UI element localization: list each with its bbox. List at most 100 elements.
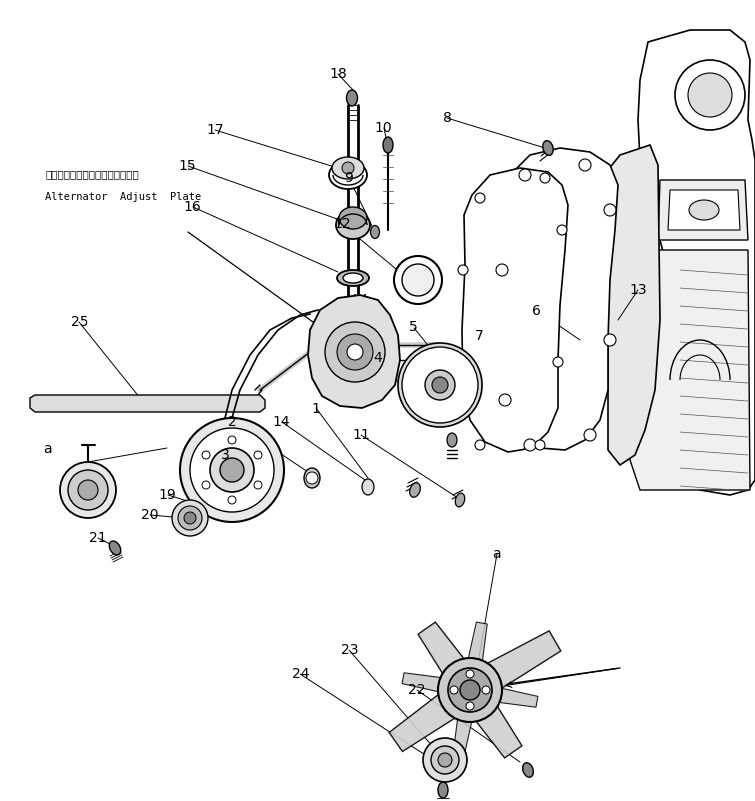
- Ellipse shape: [337, 270, 369, 286]
- Polygon shape: [473, 703, 522, 758]
- Circle shape: [202, 481, 210, 489]
- Text: 18: 18: [329, 67, 347, 82]
- Text: 15: 15: [178, 159, 196, 173]
- Ellipse shape: [438, 782, 448, 798]
- Ellipse shape: [343, 273, 363, 283]
- Circle shape: [254, 451, 262, 459]
- Ellipse shape: [304, 468, 320, 488]
- Ellipse shape: [347, 90, 358, 106]
- Polygon shape: [630, 250, 750, 490]
- Circle shape: [180, 418, 284, 522]
- Circle shape: [482, 686, 490, 694]
- Ellipse shape: [109, 541, 121, 555]
- Ellipse shape: [336, 211, 370, 239]
- Circle shape: [496, 264, 508, 276]
- Ellipse shape: [447, 433, 457, 447]
- Polygon shape: [658, 180, 748, 240]
- Circle shape: [190, 428, 274, 512]
- Text: 1: 1: [311, 401, 320, 416]
- Polygon shape: [389, 692, 458, 751]
- Text: 12: 12: [333, 217, 351, 231]
- Circle shape: [524, 439, 536, 451]
- Circle shape: [172, 500, 208, 536]
- Circle shape: [448, 668, 492, 712]
- Text: オルタネータアジャストプレート: オルタネータアジャストプレート: [45, 170, 139, 179]
- Circle shape: [78, 480, 98, 500]
- Circle shape: [184, 512, 196, 524]
- Text: 13: 13: [629, 283, 647, 297]
- Circle shape: [438, 753, 452, 767]
- Polygon shape: [402, 673, 451, 694]
- Polygon shape: [453, 708, 474, 758]
- Circle shape: [337, 334, 373, 370]
- Circle shape: [178, 506, 202, 530]
- Polygon shape: [608, 145, 660, 465]
- Ellipse shape: [689, 200, 719, 220]
- Text: 14: 14: [273, 415, 291, 429]
- Circle shape: [579, 159, 591, 171]
- Text: 2: 2: [228, 415, 237, 429]
- Circle shape: [210, 448, 254, 492]
- Circle shape: [60, 462, 116, 518]
- Text: a: a: [43, 441, 52, 456]
- Text: 8: 8: [442, 111, 451, 125]
- Ellipse shape: [362, 479, 374, 495]
- Text: 16: 16: [183, 199, 202, 214]
- Text: 7: 7: [475, 329, 484, 344]
- Circle shape: [342, 162, 354, 174]
- Circle shape: [540, 173, 550, 183]
- Polygon shape: [485, 631, 561, 690]
- Circle shape: [475, 193, 485, 203]
- Text: 25: 25: [70, 315, 88, 329]
- Circle shape: [347, 344, 363, 360]
- Circle shape: [228, 496, 236, 504]
- Ellipse shape: [383, 137, 393, 153]
- Ellipse shape: [410, 483, 421, 497]
- Text: 21: 21: [89, 531, 107, 545]
- Circle shape: [688, 73, 732, 117]
- Circle shape: [450, 686, 458, 694]
- Ellipse shape: [329, 161, 367, 189]
- Circle shape: [460, 680, 480, 700]
- Circle shape: [604, 204, 616, 216]
- Ellipse shape: [455, 493, 465, 507]
- Ellipse shape: [543, 141, 553, 155]
- Text: 6: 6: [532, 304, 541, 318]
- Polygon shape: [462, 168, 568, 452]
- Circle shape: [432, 377, 448, 393]
- Text: 17: 17: [206, 123, 224, 137]
- Circle shape: [423, 738, 467, 782]
- Polygon shape: [668, 190, 740, 230]
- Polygon shape: [638, 30, 755, 495]
- Circle shape: [675, 60, 745, 130]
- Text: 24: 24: [291, 667, 310, 682]
- Circle shape: [306, 472, 318, 484]
- Ellipse shape: [332, 157, 364, 179]
- Polygon shape: [418, 622, 467, 677]
- Polygon shape: [466, 622, 487, 672]
- Text: 22: 22: [408, 683, 426, 698]
- Circle shape: [254, 481, 262, 489]
- Text: 5: 5: [409, 320, 418, 334]
- Circle shape: [499, 394, 511, 406]
- Ellipse shape: [522, 763, 533, 777]
- Circle shape: [535, 440, 545, 450]
- Circle shape: [438, 658, 502, 722]
- Circle shape: [466, 670, 474, 678]
- Circle shape: [553, 357, 563, 367]
- Ellipse shape: [371, 226, 380, 239]
- Polygon shape: [30, 395, 265, 412]
- Circle shape: [466, 702, 474, 710]
- Circle shape: [458, 265, 468, 275]
- Text: 23: 23: [341, 643, 359, 658]
- Text: 10: 10: [374, 121, 393, 135]
- Circle shape: [228, 436, 236, 444]
- Circle shape: [402, 347, 478, 423]
- Ellipse shape: [339, 207, 367, 229]
- Circle shape: [557, 225, 567, 235]
- Circle shape: [398, 343, 482, 427]
- Text: 19: 19: [159, 488, 177, 502]
- Text: 11: 11: [352, 428, 370, 442]
- Polygon shape: [488, 686, 538, 707]
- Circle shape: [431, 746, 459, 774]
